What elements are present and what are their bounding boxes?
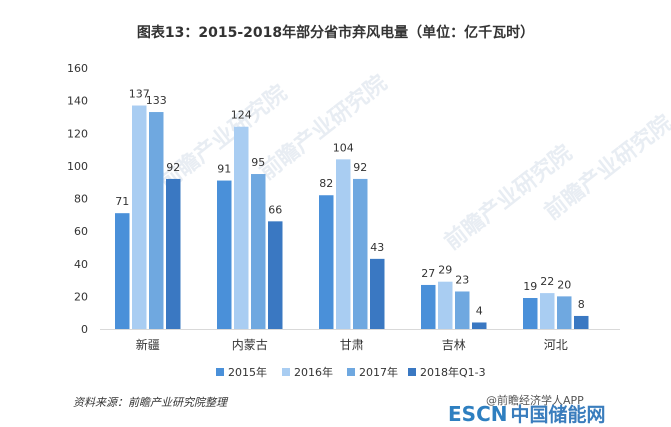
bar bbox=[251, 174, 266, 329]
data-label: 8 bbox=[578, 298, 585, 311]
bar bbox=[557, 296, 572, 329]
data-label: 4 bbox=[476, 304, 483, 317]
data-label: 92 bbox=[166, 161, 180, 174]
legend-swatch bbox=[347, 368, 355, 376]
escn-logo: ESCN 中国储能网 bbox=[448, 400, 606, 427]
legend-label: 2015年 bbox=[228, 365, 267, 379]
bar bbox=[455, 291, 470, 329]
data-label: 19 bbox=[523, 280, 537, 293]
data-label: 82 bbox=[319, 177, 333, 190]
data-label: 104 bbox=[333, 141, 354, 154]
bar bbox=[268, 221, 283, 329]
data-label: 22 bbox=[540, 275, 554, 288]
data-label: 27 bbox=[421, 267, 435, 280]
bar bbox=[217, 180, 232, 329]
legend-swatch bbox=[408, 368, 416, 376]
y-tick-label: 0 bbox=[81, 323, 88, 336]
logo-en: ESCN bbox=[448, 402, 508, 426]
y-tick-label: 80 bbox=[74, 193, 88, 206]
y-tick-label: 120 bbox=[67, 127, 88, 140]
x-tick-label: 河北 bbox=[544, 338, 568, 352]
x-tick-label: 新疆 bbox=[136, 337, 160, 352]
data-label: 95 bbox=[251, 156, 265, 169]
bar bbox=[115, 213, 130, 329]
bar bbox=[319, 195, 334, 329]
legend-label: 2016年 bbox=[294, 365, 333, 379]
bar bbox=[438, 281, 453, 329]
bar bbox=[540, 293, 555, 329]
bar bbox=[132, 105, 147, 329]
data-label: 124 bbox=[231, 109, 252, 122]
bar bbox=[166, 178, 181, 329]
y-tick-label: 160 bbox=[67, 62, 88, 75]
y-tick-label: 100 bbox=[67, 160, 88, 173]
chart-title: 图表13：2015-2018年部分省市弃风电量（单位：亿千瓦时） bbox=[136, 25, 535, 41]
source-note: 资料来源：前瞻产业研究院整理 bbox=[73, 396, 227, 409]
y-tick-label: 40 bbox=[74, 258, 88, 271]
data-label: 91 bbox=[217, 163, 231, 176]
x-tick-label: 内蒙古 bbox=[232, 337, 268, 352]
x-tick-label: 甘肃 bbox=[340, 338, 364, 352]
bar bbox=[234, 126, 249, 329]
legend-label: 2018年Q1-3 bbox=[420, 365, 486, 379]
data-label: 66 bbox=[268, 203, 282, 216]
y-tick-label: 20 bbox=[74, 290, 88, 303]
data-label: 133 bbox=[146, 94, 167, 107]
bar bbox=[370, 258, 385, 329]
data-label: 29 bbox=[438, 264, 452, 277]
bar bbox=[149, 112, 164, 329]
x-tick-label: 吉林 bbox=[442, 338, 466, 352]
bar bbox=[353, 178, 368, 329]
y-tick-label: 140 bbox=[67, 95, 88, 108]
legend-label: 2017年 bbox=[359, 365, 398, 379]
data-label: 92 bbox=[353, 161, 367, 174]
bar bbox=[421, 284, 436, 329]
data-label: 20 bbox=[557, 278, 571, 291]
app-credit: @前瞻经济学人APP bbox=[486, 394, 584, 407]
y-tick-label: 60 bbox=[74, 225, 88, 238]
bar bbox=[523, 298, 538, 329]
bar bbox=[472, 322, 487, 329]
bar bbox=[574, 315, 589, 329]
data-label: 23 bbox=[455, 273, 469, 286]
data-label: 43 bbox=[370, 241, 384, 254]
data-label: 137 bbox=[129, 88, 150, 101]
logo-cn: 中国储能网 bbox=[510, 404, 606, 426]
legend-swatch bbox=[216, 368, 224, 376]
bar bbox=[336, 159, 351, 329]
data-label: 71 bbox=[115, 195, 129, 208]
legend-swatch bbox=[282, 368, 290, 376]
